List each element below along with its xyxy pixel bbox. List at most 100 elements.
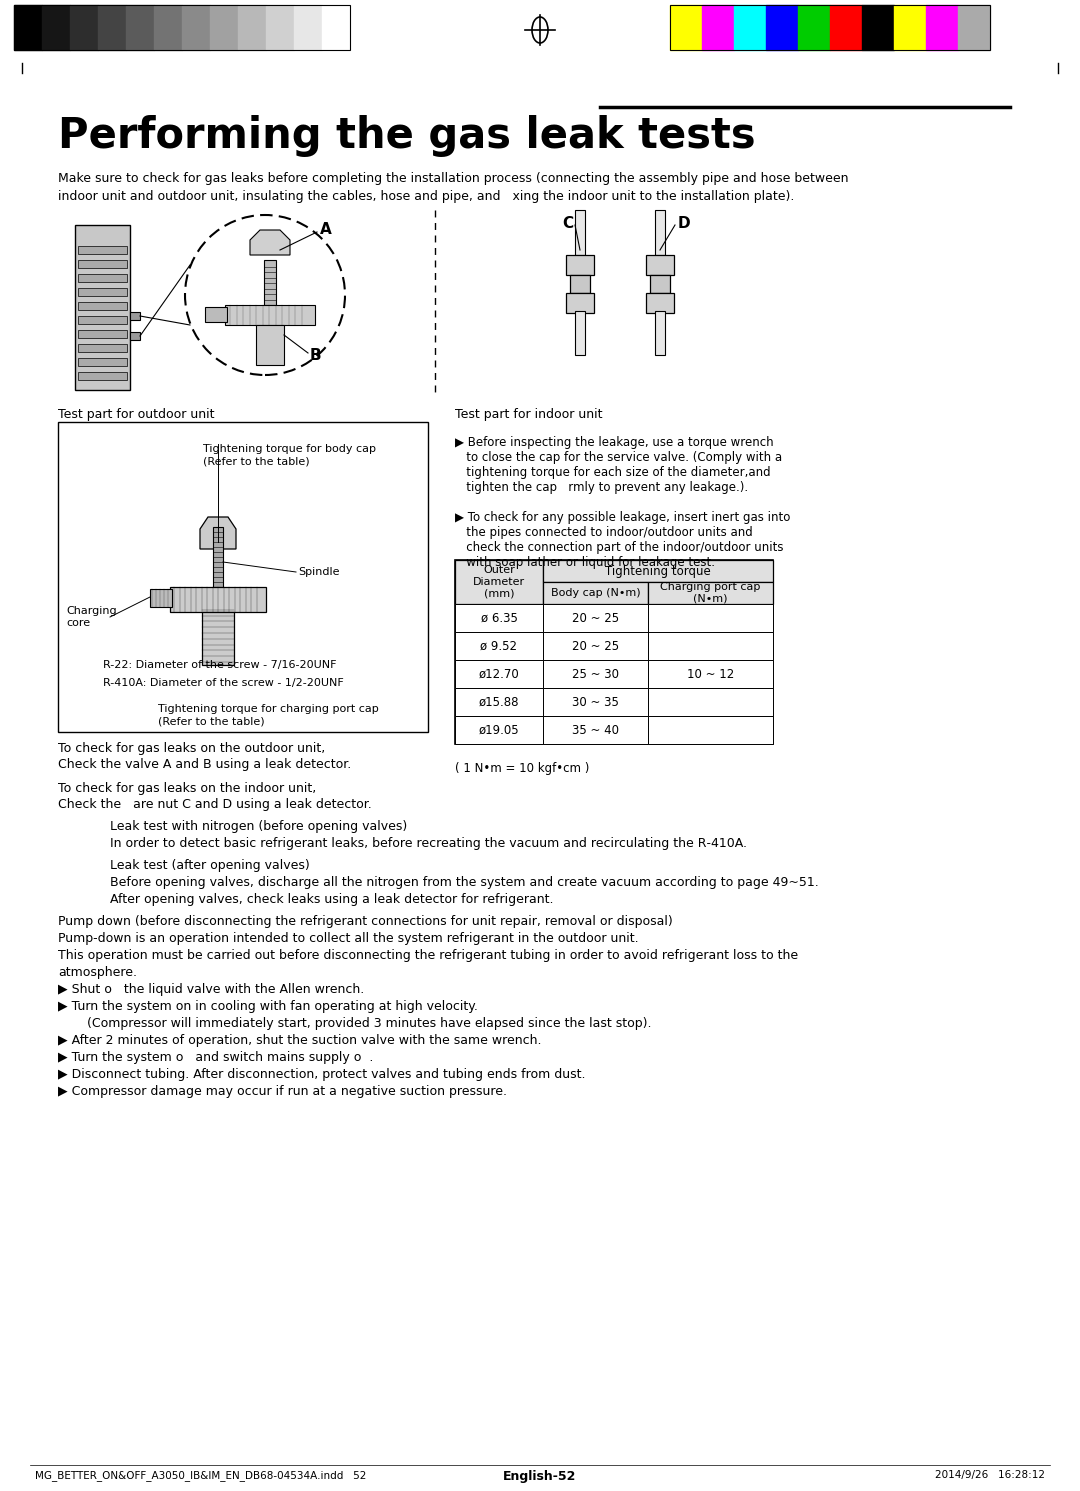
Bar bbox=[543, 687, 648, 716]
Bar bbox=[78, 344, 127, 352]
Text: Pump down (before disconnecting the refrigerant connections for unit repair, rem: Pump down (before disconnecting the refr… bbox=[58, 915, 673, 927]
Bar bbox=[862, 4, 894, 51]
Text: ▶ To check for any possible leakage, insert inert gas into: ▶ To check for any possible leakage, ins… bbox=[455, 511, 791, 523]
Bar bbox=[78, 259, 127, 268]
Text: Pump-down is an operation intended to collect all the system refrigerant in the : Pump-down is an operation intended to co… bbox=[58, 932, 638, 945]
Text: Tightening torque for body cap
(Refer to the table): Tightening torque for body cap (Refer to… bbox=[203, 444, 376, 467]
Bar bbox=[648, 716, 773, 744]
Bar bbox=[225, 306, 315, 325]
Text: In order to detect basic refrigerant leaks, before recreating the vacuum and rec: In order to detect basic refrigerant lea… bbox=[110, 836, 747, 850]
Text: Charging
core: Charging core bbox=[66, 605, 117, 628]
Text: ( 1 N•m = 10 kgf•cm ): ( 1 N•m = 10 kgf•cm ) bbox=[455, 762, 590, 775]
Text: After opening valves, check leaks using a leak detector for refrigerant.: After opening valves, check leaks using … bbox=[110, 893, 554, 907]
Bar bbox=[958, 4, 990, 51]
Text: ø 9.52: ø 9.52 bbox=[481, 640, 517, 653]
Text: (Compressor will immediately start, provided 3 minutes have elapsed since the la: (Compressor will immediately start, prov… bbox=[75, 1017, 651, 1030]
Text: 20 ~ 25: 20 ~ 25 bbox=[572, 640, 619, 653]
Text: the pipes connected to indoor/outdoor units and: the pipes connected to indoor/outdoor un… bbox=[455, 526, 753, 540]
Bar bbox=[455, 561, 543, 604]
Text: Check the   are nut C and D using a leak detector.: Check the are nut C and D using a leak d… bbox=[58, 798, 372, 811]
Bar bbox=[734, 4, 766, 51]
Bar bbox=[183, 4, 210, 51]
Text: ▶ After 2 minutes of operation, shut the suction valve with the same wrench.: ▶ After 2 minutes of operation, shut the… bbox=[58, 1033, 541, 1047]
Text: atmosphere.: atmosphere. bbox=[58, 966, 137, 980]
Bar bbox=[455, 661, 543, 687]
Text: ▶ Shut o   the liquid valve with the Allen wrench.: ▶ Shut o the liquid valve with the Allen… bbox=[58, 983, 364, 996]
Text: tighten the cap   rmly to prevent any leakage.).: tighten the cap rmly to prevent any leak… bbox=[455, 482, 748, 494]
Bar bbox=[256, 325, 284, 365]
Bar bbox=[455, 561, 773, 744]
Bar bbox=[170, 587, 266, 611]
Text: ▶ Disconnect tubing. After disconnection, protect valves and tubing ends from du: ▶ Disconnect tubing. After disconnection… bbox=[58, 1068, 585, 1081]
Bar bbox=[126, 4, 154, 51]
Text: ø 6.35: ø 6.35 bbox=[481, 611, 517, 625]
Bar bbox=[14, 4, 42, 51]
Bar bbox=[543, 581, 648, 604]
Bar bbox=[150, 589, 172, 607]
Bar bbox=[570, 274, 590, 294]
Bar bbox=[766, 4, 798, 51]
Bar bbox=[78, 288, 127, 297]
Text: To check for gas leaks on the outdoor unit,: To check for gas leaks on the outdoor un… bbox=[58, 743, 325, 754]
Text: Test part for indoor unit: Test part for indoor unit bbox=[455, 409, 603, 420]
Bar bbox=[238, 4, 266, 51]
Bar bbox=[543, 632, 648, 661]
Bar bbox=[42, 4, 70, 51]
Text: Before opening valves, discharge all the nitrogen from the system and create vac: Before opening valves, discharge all the… bbox=[110, 877, 819, 889]
Bar bbox=[75, 225, 130, 391]
Bar bbox=[646, 255, 674, 274]
Text: ø12.70: ø12.70 bbox=[478, 668, 519, 680]
Bar bbox=[654, 312, 665, 355]
Text: Leak test (after opening valves): Leak test (after opening valves) bbox=[110, 859, 310, 872]
Bar bbox=[543, 661, 648, 687]
Text: Charging port cap
(N•m): Charging port cap (N•m) bbox=[660, 581, 760, 604]
Bar bbox=[648, 604, 773, 632]
Bar bbox=[322, 4, 350, 51]
Text: 20 ~ 25: 20 ~ 25 bbox=[572, 611, 619, 625]
Text: English-52: English-52 bbox=[503, 1470, 577, 1484]
Bar bbox=[210, 4, 238, 51]
Bar bbox=[78, 371, 127, 380]
Bar bbox=[702, 4, 734, 51]
Bar bbox=[894, 4, 926, 51]
Bar bbox=[455, 604, 543, 632]
Bar bbox=[566, 255, 594, 274]
Text: B: B bbox=[310, 347, 322, 362]
Bar bbox=[78, 274, 127, 282]
Text: C: C bbox=[562, 216, 573, 231]
Bar bbox=[264, 259, 276, 306]
Text: Performing the gas leak tests: Performing the gas leak tests bbox=[58, 115, 756, 157]
Bar bbox=[831, 4, 862, 51]
Text: ▶ Turn the system on in cooling with fan operating at high velocity.: ▶ Turn the system on in cooling with fan… bbox=[58, 1000, 477, 1012]
Bar bbox=[14, 4, 350, 51]
Text: ▶ Compressor damage may occur if run at a negative suction pressure.: ▶ Compressor damage may occur if run at … bbox=[58, 1085, 507, 1097]
Bar bbox=[70, 4, 98, 51]
Text: Make sure to check for gas leaks before completing the installation process (con: Make sure to check for gas leaks before … bbox=[58, 171, 849, 203]
Text: Check the valve A and B using a leak detector.: Check the valve A and B using a leak det… bbox=[58, 757, 351, 771]
Text: Spindle: Spindle bbox=[298, 567, 339, 577]
Bar bbox=[648, 581, 773, 604]
Bar bbox=[58, 422, 428, 732]
Bar bbox=[648, 632, 773, 661]
Bar bbox=[575, 210, 585, 255]
Bar bbox=[543, 716, 648, 744]
Text: to close the cap for the service valve. (Comply with a: to close the cap for the service valve. … bbox=[455, 450, 782, 464]
Bar bbox=[543, 604, 648, 632]
Text: Body cap (N•m): Body cap (N•m) bbox=[551, 587, 640, 598]
Bar bbox=[648, 687, 773, 716]
Bar bbox=[130, 312, 140, 321]
Text: ▶ Turn the system o   and switch mains supply o  .: ▶ Turn the system o and switch mains sup… bbox=[58, 1051, 374, 1065]
Bar bbox=[575, 312, 585, 355]
Text: This operation must be carried out before disconnecting the refrigerant tubing i: This operation must be carried out befor… bbox=[58, 948, 798, 962]
Bar bbox=[202, 611, 234, 665]
Text: 10 ~ 12: 10 ~ 12 bbox=[687, 668, 734, 680]
Text: 2014/9/26   16:28:12: 2014/9/26 16:28:12 bbox=[935, 1470, 1045, 1481]
Bar bbox=[78, 303, 127, 310]
Bar bbox=[646, 294, 674, 313]
Text: ▶ Before inspecting the leakage, use a torque wrench: ▶ Before inspecting the leakage, use a t… bbox=[455, 435, 773, 449]
Polygon shape bbox=[200, 517, 237, 549]
Text: check the connection part of the indoor/outdoor units: check the connection part of the indoor/… bbox=[455, 541, 783, 555]
Bar bbox=[266, 4, 294, 51]
Text: ø19.05: ø19.05 bbox=[478, 723, 519, 737]
Bar bbox=[98, 4, 126, 51]
